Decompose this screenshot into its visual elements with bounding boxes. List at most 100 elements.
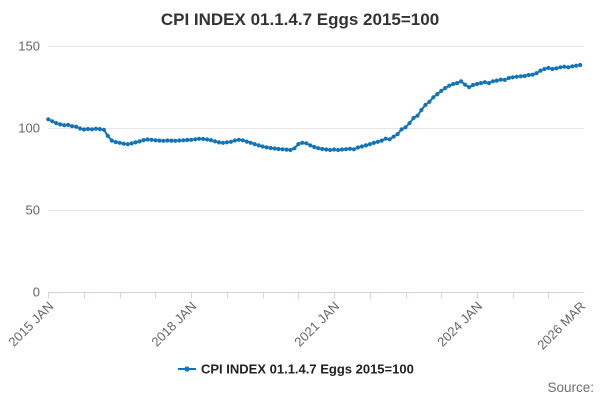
data-point[interactable] bbox=[514, 74, 519, 79]
data-point[interactable] bbox=[205, 137, 210, 142]
data-point[interactable] bbox=[423, 102, 428, 108]
data-point[interactable] bbox=[312, 144, 317, 150]
data-point[interactable] bbox=[359, 144, 364, 149]
data-point[interactable] bbox=[121, 141, 126, 146]
data-point[interactable] bbox=[300, 140, 305, 145]
data-point[interactable] bbox=[363, 143, 368, 148]
data-point[interactable] bbox=[284, 147, 289, 152]
data-point[interactable] bbox=[470, 82, 476, 88]
data-point[interactable] bbox=[161, 138, 166, 143]
legend-item-eggs[interactable]: CPI INDEX 01.1.4.7 Eggs 2015=100 bbox=[178, 362, 414, 377]
data-point[interactable] bbox=[101, 127, 106, 132]
data-point[interactable] bbox=[451, 81, 456, 87]
plot-area[interactable] bbox=[48, 46, 584, 293]
data-point[interactable] bbox=[490, 79, 495, 84]
data-point[interactable] bbox=[498, 77, 503, 82]
data-point[interactable] bbox=[97, 127, 102, 132]
data-point[interactable] bbox=[89, 127, 95, 132]
data-point[interactable] bbox=[570, 64, 575, 69]
data-point[interactable] bbox=[256, 143, 261, 148]
data-point[interactable] bbox=[538, 68, 543, 73]
data-point[interactable] bbox=[149, 137, 154, 142]
data-point[interactable] bbox=[212, 139, 218, 144]
data-point[interactable] bbox=[181, 138, 186, 143]
data-point[interactable] bbox=[351, 147, 356, 152]
data-point[interactable] bbox=[228, 139, 233, 144]
data-point[interactable] bbox=[66, 122, 71, 127]
data-point[interactable] bbox=[355, 145, 360, 150]
data-point[interactable] bbox=[510, 75, 515, 80]
data-point[interactable] bbox=[308, 143, 313, 148]
data-point[interactable] bbox=[288, 147, 293, 153]
data-point[interactable] bbox=[85, 126, 91, 132]
data-point[interactable] bbox=[574, 63, 579, 68]
data-point[interactable] bbox=[347, 146, 353, 151]
data-point[interactable] bbox=[427, 99, 432, 104]
data-point[interactable] bbox=[193, 137, 198, 142]
data-point[interactable] bbox=[435, 92, 440, 97]
data-point[interactable] bbox=[379, 138, 384, 143]
data-point[interactable] bbox=[383, 136, 388, 141]
data-point[interactable] bbox=[117, 140, 122, 145]
data-point[interactable] bbox=[141, 138, 146, 143]
data-point[interactable] bbox=[81, 127, 87, 132]
data-point[interactable] bbox=[431, 95, 436, 100]
data-point[interactable] bbox=[169, 138, 174, 143]
data-point[interactable] bbox=[411, 115, 416, 121]
data-point[interactable] bbox=[339, 147, 345, 152]
data-point[interactable] bbox=[93, 126, 98, 131]
data-point[interactable] bbox=[177, 138, 182, 143]
data-point[interactable] bbox=[62, 123, 67, 128]
data-point[interactable] bbox=[403, 125, 408, 130]
data-point[interactable] bbox=[419, 107, 424, 113]
data-point[interactable] bbox=[292, 146, 297, 151]
data-point[interactable] bbox=[443, 86, 448, 91]
data-point[interactable] bbox=[173, 138, 178, 143]
data-point[interactable] bbox=[280, 147, 285, 152]
data-point[interactable] bbox=[236, 137, 241, 142]
data-point[interactable] bbox=[486, 81, 491, 86]
data-point[interactable] bbox=[224, 140, 229, 145]
data-point[interactable] bbox=[165, 138, 170, 143]
data-point[interactable] bbox=[455, 81, 460, 86]
data-point[interactable] bbox=[566, 65, 571, 70]
data-point[interactable] bbox=[530, 72, 535, 77]
data-point[interactable] bbox=[336, 147, 341, 153]
data-point[interactable] bbox=[113, 140, 118, 145]
data-point[interactable] bbox=[145, 137, 150, 142]
data-point[interactable] bbox=[407, 121, 412, 126]
data-point[interactable] bbox=[332, 147, 337, 152]
data-point[interactable] bbox=[189, 137, 194, 142]
data-point[interactable] bbox=[125, 142, 130, 147]
data-point[interactable] bbox=[54, 121, 59, 126]
data-point[interactable] bbox=[109, 138, 114, 143]
data-point[interactable] bbox=[324, 147, 329, 152]
data-point[interactable] bbox=[415, 113, 420, 118]
data-point[interactable] bbox=[506, 75, 511, 81]
data-point[interactable] bbox=[526, 72, 531, 78]
data-point[interactable] bbox=[542, 66, 547, 72]
data-point[interactable] bbox=[268, 145, 273, 151]
data-point[interactable] bbox=[197, 136, 202, 141]
data-point[interactable] bbox=[375, 139, 380, 144]
data-point[interactable] bbox=[232, 138, 237, 143]
data-point[interactable] bbox=[264, 145, 269, 150]
data-point[interactable] bbox=[304, 141, 309, 146]
data-point[interactable] bbox=[391, 134, 396, 139]
data-point[interactable] bbox=[244, 139, 249, 144]
data-point[interactable] bbox=[474, 81, 480, 87]
data-point[interactable] bbox=[133, 140, 138, 145]
data-point[interactable] bbox=[478, 81, 484, 86]
data-point[interactable] bbox=[260, 144, 265, 149]
data-point[interactable] bbox=[201, 136, 206, 142]
data-point[interactable] bbox=[320, 146, 325, 152]
data-point[interactable] bbox=[371, 140, 376, 145]
data-point[interactable] bbox=[399, 127, 404, 132]
data-point[interactable] bbox=[558, 65, 563, 70]
data-point[interactable] bbox=[343, 147, 349, 152]
data-point[interactable] bbox=[387, 137, 392, 142]
data-point[interactable] bbox=[502, 77, 507, 82]
data-point[interactable] bbox=[208, 138, 214, 143]
data-point[interactable] bbox=[554, 66, 559, 71]
data-point[interactable] bbox=[463, 82, 468, 87]
